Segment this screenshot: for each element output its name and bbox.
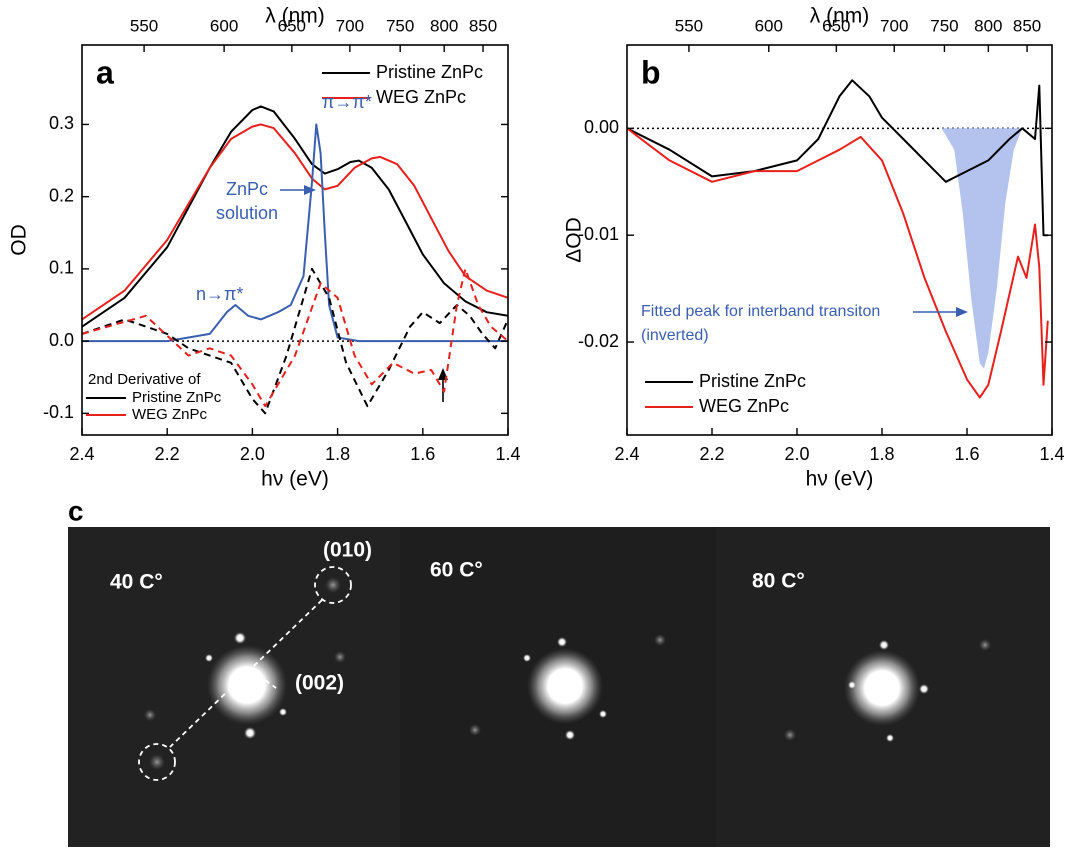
series-line (627, 79, 1048, 237)
x-tick-label: 1.6 (954, 444, 979, 464)
plot-frame (626, 44, 1053, 436)
x-tick-label: 1.4 (495, 444, 520, 464)
legend-title: 2nd Derivative of (88, 371, 201, 388)
x-tick-label: 2.4 (69, 444, 94, 464)
x-tick-label: 1.4 (1039, 444, 1064, 464)
image-label: 40 C° (110, 571, 163, 594)
x2-tick-label: 550 (675, 16, 703, 35)
annotation: Fitted peak for interband transiton (641, 303, 880, 320)
x-tick-label: 1.8 (325, 444, 350, 464)
x-tick-label: 1.8 (869, 444, 894, 464)
annotation: (inverted) (641, 327, 709, 344)
y-tick-label: -0.01 (578, 224, 619, 244)
x-axis-title: hν (eV) (806, 468, 874, 491)
x-tick-label: 1.6 (410, 444, 435, 464)
series (941, 128, 1023, 369)
x2-tick-label: 850 (469, 16, 497, 35)
series-line (82, 267, 508, 408)
series (627, 79, 1048, 237)
annotation: ZnPc (226, 179, 268, 199)
legend-label: WEG ZnPc (376, 87, 466, 107)
index-label: (002) (295, 672, 344, 695)
y-axis-title: ΔOD (563, 217, 586, 263)
series (82, 123, 508, 343)
y-tick-label: -0.1 (43, 402, 74, 422)
annotation-arrowhead (956, 307, 968, 317)
panel-label: b (641, 54, 661, 90)
x2-tick-label: 650 (822, 16, 850, 35)
x2-tick-label: 550 (130, 16, 158, 35)
series (627, 127, 1049, 399)
x2-tick-label: 800 (430, 16, 458, 35)
y-tick-label: -0.02 (578, 331, 619, 351)
index-markers (138, 566, 352, 781)
x2-tick-label: 650 (278, 16, 306, 35)
diffraction-spots (144, 577, 991, 770)
x-axis-title: hν (eV) (261, 468, 329, 491)
x2-tick-label: 700 (336, 16, 364, 35)
x2-tick-label: 750 (386, 16, 414, 35)
x-tick-label: 2.2 (699, 444, 724, 464)
fitted-area (941, 128, 1023, 369)
series-line (627, 127, 1049, 399)
x2-tick-label: 750 (930, 16, 958, 35)
panel-label: c (68, 495, 84, 526)
series (82, 267, 508, 408)
plot-frame (81, 44, 509, 436)
series (82, 123, 508, 321)
panel-label: a (96, 54, 114, 90)
x-tick-label: 2.0 (784, 444, 809, 464)
diffraction-panel (68, 527, 1050, 847)
series (82, 105, 508, 328)
y-tick-label: 0.2 (49, 185, 74, 205)
series-line (82, 123, 508, 321)
legend-label: WEG ZnPc (699, 396, 789, 416)
annotation: π→π* (322, 92, 372, 112)
x-tick-label: 2.0 (240, 444, 265, 464)
legend-label: Pristine ZnPc (132, 389, 222, 406)
x2-tick-label: 600 (755, 16, 783, 35)
legend-label: Pristine ZnPc (376, 62, 483, 82)
image-label: 80 C° (752, 570, 805, 593)
x2-tick-label: 600 (210, 16, 238, 35)
annotation: n→π* (196, 284, 243, 304)
x2-tick-label: 850 (1013, 16, 1041, 35)
y-axis-title: OD (8, 224, 31, 256)
y-tick-label: 0.1 (49, 258, 74, 278)
legend-label: Pristine ZnPc (699, 371, 806, 391)
y-tick-label: 0.3 (49, 113, 74, 133)
annotation: solution (216, 203, 278, 223)
x-tick-label: 2.2 (155, 444, 180, 464)
x2-axis-title: λ (nm) (810, 5, 870, 28)
image-label: 60 C° (430, 559, 483, 582)
y-tick-label: 0.0 (49, 330, 74, 350)
series-line (82, 105, 508, 328)
x2-tick-label: 800 (974, 16, 1002, 35)
index-label: (010) (323, 539, 372, 562)
annotation-arrowhead (304, 185, 316, 195)
legend-label: WEG ZnPc (132, 406, 208, 423)
series-line (82, 123, 508, 343)
x-tick-label: 2.4 (614, 444, 639, 464)
x2-tick-label: 700 (880, 16, 908, 35)
x2-axis-title: λ (nm) (265, 5, 325, 28)
y-tick-label: 0.00 (584, 117, 619, 137)
